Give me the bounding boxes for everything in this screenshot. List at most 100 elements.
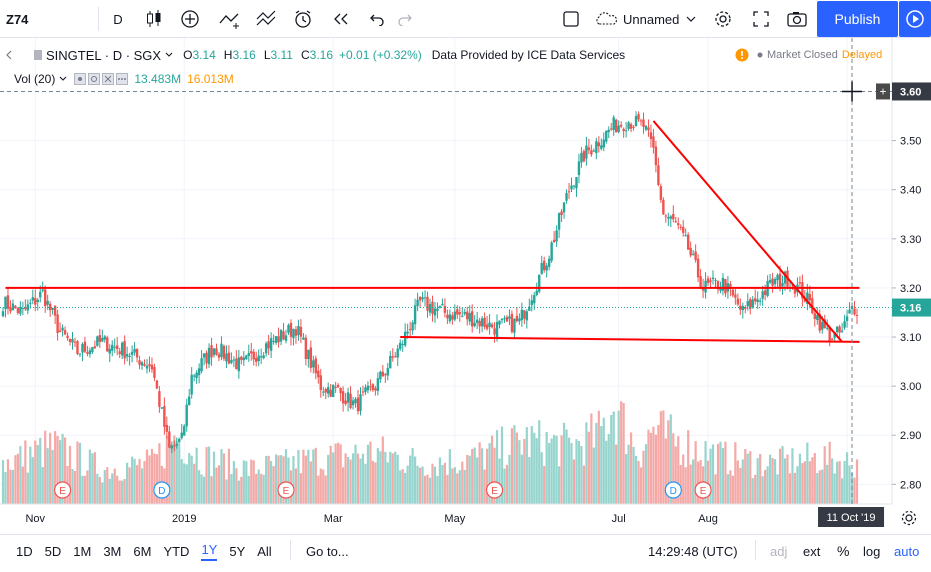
candle-body <box>475 319 479 323</box>
low-label: L <box>263 48 271 62</box>
undo-button[interactable] <box>362 0 390 38</box>
volume-bar <box>103 470 106 504</box>
goto-button[interactable]: Go to... <box>306 535 349 567</box>
chevron-down-icon[interactable] <box>164 50 174 60</box>
play-button[interactable] <box>899 1 931 37</box>
volume-bar <box>349 459 352 504</box>
volume-bar <box>803 461 806 504</box>
interval-button[interactable]: D <box>104 0 132 38</box>
volume-bar <box>262 474 265 504</box>
volume-bar <box>265 455 268 504</box>
volume-bar <box>793 472 797 504</box>
price-tick-label: 3.10 <box>900 332 921 344</box>
candle-body <box>418 296 422 301</box>
candle-body <box>11 303 15 311</box>
goto-label: Go to... <box>306 543 349 559</box>
candle-body <box>66 335 69 339</box>
candle-body <box>257 355 260 361</box>
volume-bar <box>654 434 658 504</box>
candle-body <box>331 385 335 397</box>
candle-body <box>823 319 826 329</box>
volume-bar <box>555 435 558 504</box>
price-chart[interactable]: 2.80 2.90 3.00 3.10 3.20 3.30 3.40 3.50 3.16 Nov… <box>0 38 931 534</box>
fullscreen-button[interactable] <box>746 0 776 38</box>
volume-bar <box>766 466 769 504</box>
volume-bar <box>145 449 149 504</box>
data-provider: Data Provided by ICE Data Services <box>431 48 626 62</box>
candle-body <box>356 397 360 412</box>
volume-bar <box>682 454 685 504</box>
volume-bar <box>694 441 697 504</box>
candle-body <box>830 338 834 340</box>
candle-body <box>247 352 250 356</box>
settings-button[interactable] <box>708 0 738 38</box>
ext-toggle[interactable]: ext <box>803 535 820 567</box>
log-toggle[interactable]: log <box>863 535 880 567</box>
candle-body <box>220 343 223 358</box>
close-icon[interactable] <box>102 73 115 85</box>
candle-body <box>200 358 203 372</box>
candle-body <box>9 307 12 312</box>
chart-type-button[interactable] <box>140 0 168 38</box>
volume-bar <box>572 459 576 504</box>
collapse-icon[interactable] <box>4 48 14 62</box>
range-1m[interactable]: 1M <box>73 543 92 559</box>
volume-bar <box>287 457 290 504</box>
candle-body <box>235 358 238 370</box>
volume-bar <box>431 463 434 504</box>
eye-icon[interactable] <box>74 73 87 85</box>
adj-toggle[interactable]: adj <box>770 535 787 567</box>
range-ytd[interactable]: YTD <box>163 543 190 559</box>
candle-body <box>153 366 156 378</box>
volume-bar <box>98 476 101 504</box>
chevron-down-icon[interactable] <box>58 74 68 84</box>
range-3m[interactable]: 3M <box>103 543 122 559</box>
time-axis[interactable]: Nov2019MarMayJulAugOct <box>0 503 917 526</box>
symbol-logo-icon <box>34 50 42 60</box>
templates-button[interactable] <box>250 0 284 38</box>
auto-toggle[interactable]: auto <box>894 535 919 567</box>
range-1d[interactable]: 1D <box>16 543 33 559</box>
candle-body <box>632 126 635 128</box>
candles-icon <box>147 10 161 27</box>
volume-bar <box>314 447 317 504</box>
gear-icon[interactable] <box>88 73 101 85</box>
snapshot-button[interactable] <box>782 0 812 38</box>
candle-body <box>411 322 414 331</box>
volume-bar <box>138 458 141 504</box>
range-6m[interactable]: 6M <box>133 543 152 559</box>
volume-bar <box>418 467 422 504</box>
price-axis[interactable]: 2.80 2.90 3.00 3.10 3.20 3.30 3.40 3.50 3.16 <box>891 38 931 504</box>
candle-body <box>731 289 735 296</box>
range-5y[interactable]: 5Y <box>229 543 246 559</box>
symbol-search[interactable]: Z74 <box>6 0 46 38</box>
candle-body <box>669 216 673 219</box>
volume-bar <box>34 440 37 504</box>
marker-label: D <box>670 486 677 497</box>
candle-body <box>711 277 715 280</box>
more-icon[interactable] <box>116 73 129 85</box>
percent-toggle[interactable]: % <box>837 535 849 567</box>
volume-bar <box>73 470 77 504</box>
clock[interactable]: 14:29:48 (UTC) <box>648 535 738 567</box>
publish-button[interactable]: Publish <box>817 1 898 37</box>
replay-button[interactable] <box>326 0 356 38</box>
volume-bar <box>503 468 506 504</box>
volume-bar <box>232 461 235 504</box>
volume-title[interactable]: Vol (20) <box>14 72 56 86</box>
candle-body <box>577 161 581 176</box>
alert-button[interactable] <box>288 0 320 38</box>
symbol-title[interactable]: SINGTEL · D · SGX <box>46 47 162 63</box>
volume-bar <box>791 448 794 504</box>
volume-bar <box>76 441 79 504</box>
compare-button[interactable] <box>213 0 247 38</box>
candle-body <box>108 348 111 354</box>
range-1y[interactable]: 1Y <box>201 542 218 561</box>
volume-bar <box>610 415 613 504</box>
range-all[interactable]: All <box>257 543 272 559</box>
range-5d[interactable]: 5D <box>44 543 62 559</box>
indicators-button[interactable] <box>175 0 205 38</box>
fullscreen-select-button[interactable] <box>556 0 586 38</box>
redo-button[interactable] <box>392 0 420 38</box>
layout-name-button[interactable]: Unnamed <box>592 0 712 38</box>
